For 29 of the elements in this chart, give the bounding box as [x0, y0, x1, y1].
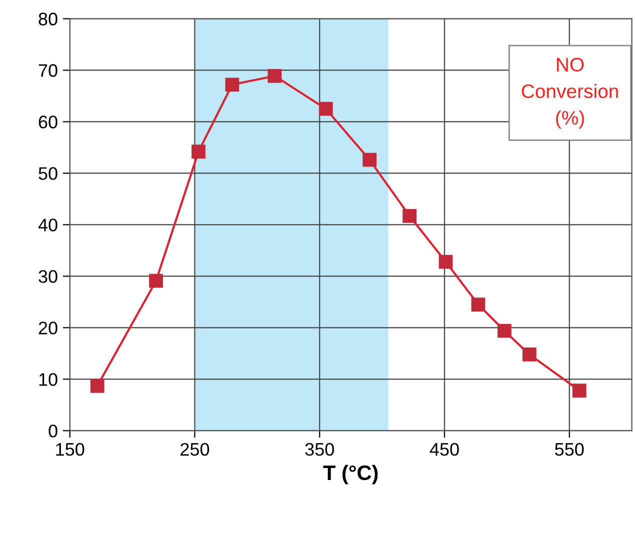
y-tick-label: 0 [48, 424, 58, 438]
x-axis-title: T (°C) [323, 464, 378, 484]
point [192, 144, 206, 159]
point [149, 274, 163, 288]
y-tick-label: 60 [38, 116, 58, 128]
point [402, 209, 416, 223]
point [522, 348, 536, 362]
point [90, 378, 104, 393]
point [438, 254, 453, 269]
point [268, 68, 282, 83]
point [498, 324, 512, 338]
point [225, 78, 240, 92]
y-tick-label: 50 [38, 167, 58, 180]
x-tick-label: 250 [180, 442, 210, 456]
y-tick-label: 10 [39, 373, 58, 386]
point [318, 102, 333, 116]
x-tick-label: 150 [56, 442, 84, 456]
y-tick-label: 30 [38, 270, 58, 283]
point [362, 152, 377, 167]
y-tick-label: 70 [38, 64, 58, 77]
point [471, 298, 486, 312]
x-tick-label: 550 [555, 442, 584, 456]
annotation: NO Conversion (%) [522, 58, 618, 129]
x-tick-label: 450 [430, 442, 459, 456]
x-tick-label: 350 [305, 442, 334, 456]
y-tick-label: 80 [38, 12, 58, 26]
y-tick-label: 40 [38, 218, 58, 232]
point [572, 384, 586, 398]
y-tick-label: 20 [38, 322, 58, 334]
